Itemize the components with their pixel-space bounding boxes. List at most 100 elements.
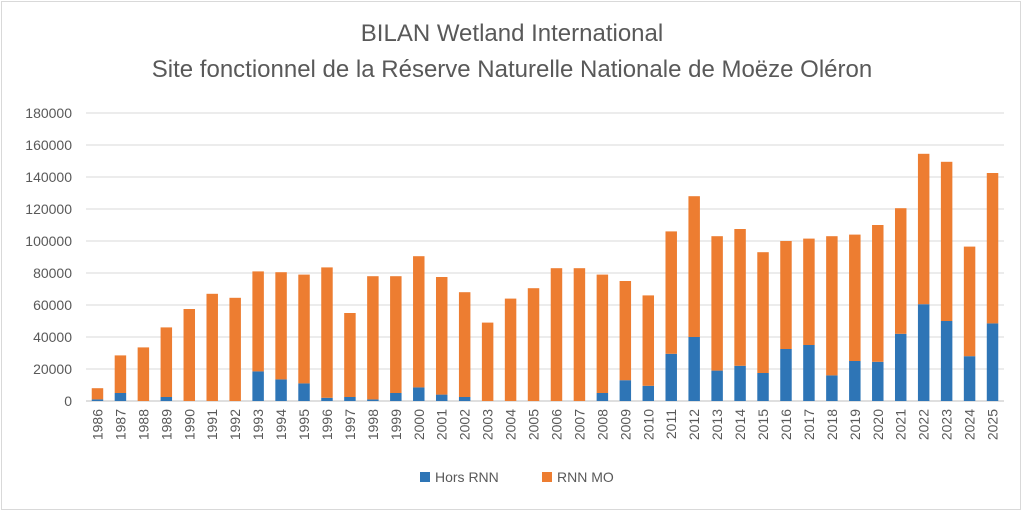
x-tick-label: 1998 [365, 409, 381, 440]
bar-rnn-mo-1990 [183, 309, 196, 401]
x-tick-label: 2002 [457, 409, 473, 440]
x-tick-label: 1997 [342, 409, 358, 440]
bar-hors-rnn-1996 [321, 397, 333, 401]
x-tick-label: 1994 [273, 409, 289, 440]
bar-rnn-mo-2004 [504, 298, 517, 401]
bar-rnn-mo-1995 [298, 274, 310, 384]
bar-hors-rnn-1994 [275, 379, 287, 401]
bar-rnn-mo-2011 [665, 231, 677, 354]
bar-rnn-mo-2018 [826, 236, 838, 376]
y-tick-label: 120000 [25, 201, 72, 217]
x-tick-label: 1996 [319, 409, 335, 440]
legend: Hors RNN RNN MO [420, 469, 614, 485]
y-tick-label: 100000 [25, 233, 72, 249]
x-tick-label: 2001 [434, 409, 450, 440]
x-tick-label: 1995 [296, 409, 312, 440]
x-tick-label: 2008 [594, 409, 610, 440]
bar-hors-rnn-1999 [390, 393, 402, 401]
bar-rnn-mo-2014 [734, 229, 746, 366]
y-axis-ticks: 0 20000 40000 60000 80000 100000 120000 140000 1… [25, 105, 72, 409]
bar-hors-rnn-1993 [252, 371, 264, 401]
x-tick-label: 2003 [480, 409, 496, 440]
x-axis-ticks: 1986 1987 1988 1989 1990 1991 1992 1993 1994 1995… [89, 409, 1000, 440]
x-tick-label: 2025 [985, 409, 1001, 440]
x-tick-label: 2005 [526, 409, 542, 440]
bar-rnn-mo-2024 [963, 246, 976, 357]
x-tick-label: 2023 [939, 409, 955, 440]
bar-rnn-mo-2015 [757, 252, 769, 373]
bar-rnn-mo-1988 [137, 347, 150, 401]
bar-rnn-mo-2019 [849, 234, 861, 361]
y-tick-label: 60000 [33, 297, 72, 313]
bar-rnn-mo-2010 [642, 295, 655, 386]
x-tick-label: 2014 [732, 409, 748, 440]
bars [91, 153, 999, 401]
bar-rnn-mo-2022 [917, 153, 930, 305]
x-tick-label: 2012 [686, 409, 702, 440]
bar-hors-rnn-2021 [894, 333, 907, 401]
bar-rnn-mo-2017 [803, 238, 815, 345]
x-tick-label: 2019 [847, 409, 863, 440]
y-tick-label: 80000 [33, 265, 72, 281]
bar-hors-rnn-2023 [940, 321, 953, 401]
y-tick-label: 180000 [25, 105, 72, 121]
bar-rnn-mo-2013 [711, 236, 723, 371]
bar-rnn-mo-2006 [550, 268, 563, 401]
bar-hors-rnn-2024 [963, 356, 976, 401]
x-tick-label: 1991 [204, 409, 220, 440]
x-tick-label: 1989 [158, 409, 174, 440]
bar-hors-rnn-1989 [160, 397, 173, 401]
x-tick-label: 2021 [893, 409, 909, 440]
bar-hors-rnn-2009 [619, 380, 632, 401]
x-tick-label: 2004 [503, 409, 519, 440]
bar-rnn-mo-2021 [894, 208, 907, 334]
y-tick-label: 40000 [33, 329, 72, 345]
bar-rnn-mo-1991 [206, 293, 218, 401]
bar-rnn-mo-2012 [688, 196, 700, 337]
chart-title: BILAN Wetland International [360, 20, 664, 47]
bar-hors-rnn-1998 [367, 399, 379, 401]
x-tick-label: 2017 [801, 409, 817, 440]
x-tick-label: 2011 [663, 409, 679, 439]
bar-hors-rnn-2008 [596, 393, 609, 401]
legend-label-rnn-mo: RNN MO [557, 469, 614, 485]
x-tick-label: 2018 [824, 409, 840, 440]
bar-hors-rnn-2002 [458, 397, 471, 401]
x-tick-label: 2013 [709, 409, 725, 440]
bar-hors-rnn-2013 [711, 370, 723, 401]
x-tick-label: 1987 [112, 409, 128, 440]
bar-hors-rnn-2014 [734, 365, 746, 401]
bar-rnn-mo-2007 [573, 268, 586, 401]
bar-rnn-mo-2002 [458, 292, 471, 397]
bar-rnn-mo-1992 [229, 297, 241, 401]
bar-rnn-mo-1993 [252, 271, 264, 372]
x-tick-label: 2015 [755, 409, 771, 440]
x-tick-label: 2006 [548, 409, 564, 440]
gridlines [86, 112, 1004, 402]
bar-rnn-mo-2016 [780, 241, 792, 349]
bar-rnn-mo-1994 [275, 272, 287, 380]
bar-hors-rnn-2018 [826, 375, 838, 401]
bar-hors-rnn-1986 [91, 399, 104, 401]
x-tick-label: 1990 [181, 409, 197, 440]
y-tick-label: 20000 [33, 361, 72, 377]
legend-swatch-hors-rnn [420, 472, 430, 482]
x-tick-label: 2022 [916, 409, 932, 440]
x-tick-label: 2009 [617, 409, 633, 440]
bar-rnn-mo-2008 [596, 274, 609, 393]
x-tick-label: 1988 [135, 409, 151, 440]
bar-hors-rnn-2017 [803, 345, 815, 401]
bar-hors-rnn-2020 [872, 361, 884, 401]
bar-hors-rnn-1995 [298, 383, 310, 401]
x-tick-label: 1993 [250, 409, 266, 440]
y-tick-label: 140000 [25, 169, 72, 185]
bar-rnn-mo-1999 [390, 276, 402, 393]
bar-hors-rnn-2011 [665, 353, 677, 401]
bar-rnn-mo-1986 [91, 388, 104, 400]
bar-rnn-mo-2001 [435, 277, 448, 395]
x-tick-label: 2020 [870, 409, 886, 440]
bar-hors-rnn-1987 [114, 393, 127, 401]
x-tick-label: 2016 [778, 409, 794, 440]
chart-subtitle: Site fonctionnel de la Réserve Naturelle… [151, 56, 873, 83]
bar-rnn-mo-1987 [114, 355, 127, 393]
